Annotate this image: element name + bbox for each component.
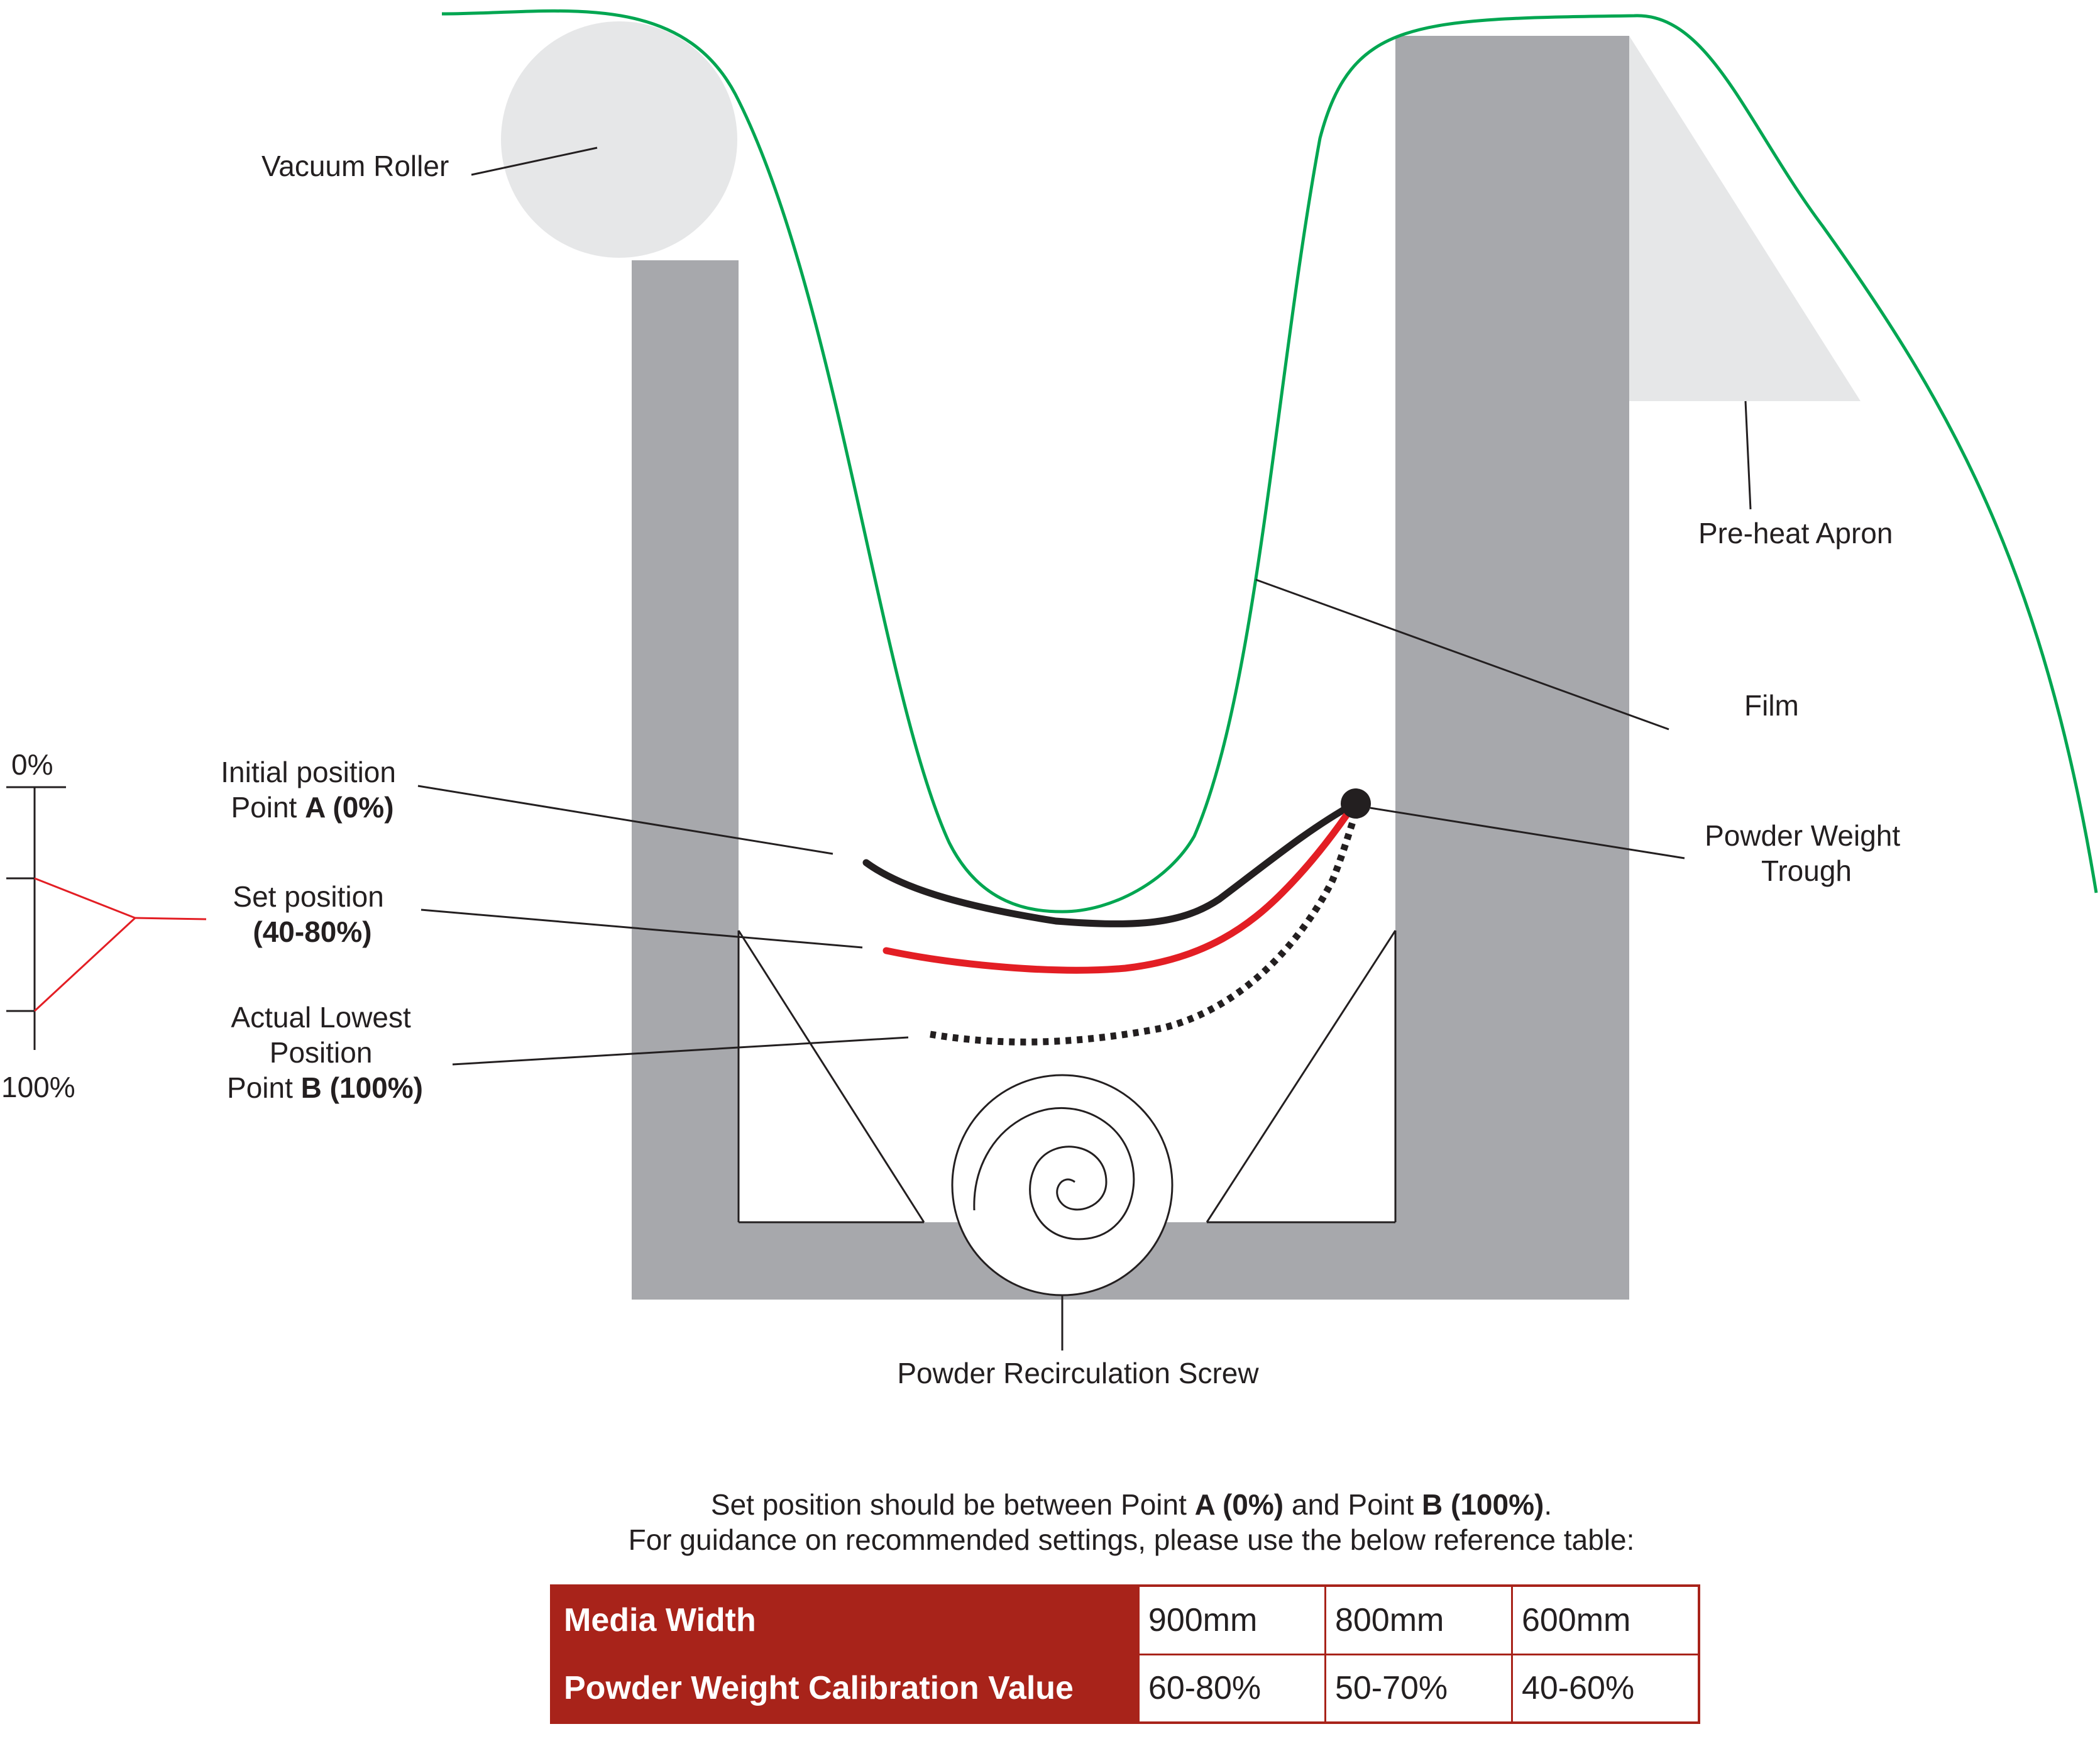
table-cell: 50-70% — [1324, 1653, 1513, 1724]
vacuum-roller-label: Vacuum Roller — [261, 150, 449, 182]
powder-recirculation-screw-label: Powder Recirculation Screw — [897, 1357, 1259, 1389]
calibration-value-header: Powder Weight Calibration Value — [550, 1653, 1140, 1724]
film-line — [441, 9, 2098, 914]
set-position-curve — [882, 800, 1358, 974]
left-wall — [632, 260, 739, 1300]
position-scale: 0% 100% — [1, 748, 207, 1103]
guidance-note-line2: For guidance on recommended settings, pl… — [628, 1523, 1635, 1556]
left-guide-line — [737, 930, 925, 1223]
right-wall — [1395, 36, 1629, 1300]
set-position-label: Set position (40-80%) — [233, 880, 392, 948]
scale-top-label: 0% — [11, 748, 53, 781]
table-cell: 60-80% — [1137, 1653, 1326, 1724]
vacuum-roller — [501, 21, 737, 258]
table-cell: 800mm — [1324, 1584, 1513, 1655]
scale-bottom-label: 100% — [1, 1071, 75, 1103]
pre-heat-apron — [1629, 36, 1861, 401]
pre-heat-apron-label: Pre-heat Apron — [1698, 517, 1893, 550]
powder-weight-trough-label: Powder Weight Trough — [1705, 819, 1908, 887]
media-width-header: Media Width — [550, 1584, 1140, 1655]
leader-lines — [417, 146, 1752, 1351]
table-cell: 900mm — [1137, 1584, 1326, 1655]
table-row: Media Width 900mm 800mm 600mm — [550, 1584, 1700, 1655]
initial-position-curve — [862, 800, 1358, 927]
table-cell: 40-60% — [1510, 1653, 1700, 1724]
trough-pivot-point — [1341, 788, 1371, 819]
reference-table: Media Width 900mm 800mm 600mm Powder Wei… — [550, 1584, 1700, 1724]
table-row: Powder Weight Calibration Value 60-80% 5… — [550, 1653, 1700, 1724]
actual-lowest-curve — [930, 806, 1361, 1046]
initial-position-label: Initial position Point A (0%) — [221, 756, 404, 824]
trough-frame — [632, 36, 1629, 1300]
recirculation-screw — [951, 1074, 1174, 1296]
table-cell: 600mm — [1510, 1584, 1700, 1655]
actual-lowest-position-label: Actual Lowest Position Point B (100%) — [227, 1001, 423, 1104]
guidance-note-line1: Set position should be between Point A (… — [710, 1488, 1553, 1521]
film-label: Film — [1744, 689, 1799, 722]
right-guide-line — [1206, 930, 1397, 1223]
